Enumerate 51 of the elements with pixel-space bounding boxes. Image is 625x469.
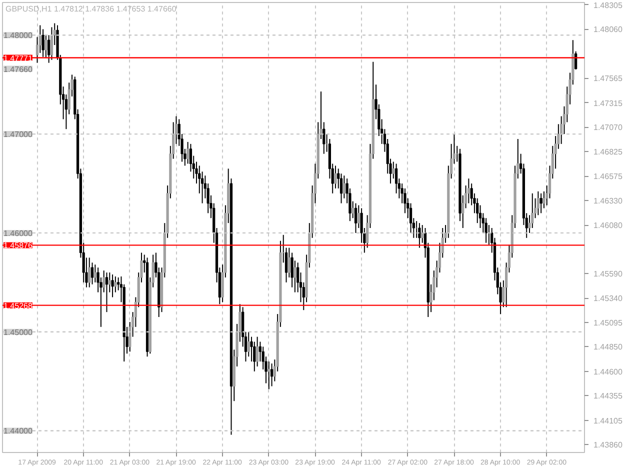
candlestick	[88, 257, 91, 288]
candlestick	[270, 362, 274, 387]
y-tick-label: 1.45095	[594, 318, 623, 328]
y-tick-label: 1.48305	[594, 0, 623, 10]
ref-line-label: 1.47771	[4, 54, 33, 63]
candlestick	[42, 28, 44, 58]
ref-line-label: 1.48000	[4, 31, 33, 40]
candlestick	[268, 361, 270, 390]
y-tick-label: 1.43860	[594, 440, 623, 450]
y-tick-label: 1.45340	[594, 294, 623, 304]
text: 1.47660	[4, 64, 33, 74]
ref-line-label: 1.44000	[4, 426, 33, 436]
candlestick	[334, 165, 337, 189]
y-tick-label: 1.46080	[594, 221, 623, 230]
y-tick-label: 1.46575	[594, 172, 623, 182]
candlestick	[105, 272, 108, 313]
y-tick-label: 1.47070	[594, 123, 623, 132]
candlestick	[540, 192, 542, 214]
y-tick-label: 1.44355	[594, 392, 623, 401]
y-tick-label: 1.45590	[594, 269, 623, 278]
ref-line-label: 1.45000	[4, 328, 33, 337]
y-tick-label: 1.47565	[594, 74, 623, 84]
candlestick	[467, 178, 470, 204]
candlestick	[536, 190, 540, 216]
candlestick	[404, 188, 406, 214]
y-tick-label: 1.44600	[594, 367, 623, 376]
ref-line-label: 1.45268	[4, 301, 33, 310]
ref-line-label: 1.47000	[4, 130, 33, 140]
candlestick	[418, 222, 421, 248]
y-tick-label: 1.44850	[594, 342, 623, 352]
y-tick-label: 1.46330	[594, 196, 623, 206]
candlestick	[253, 341, 256, 372]
candlestick	[111, 274, 114, 298]
candlestick	[108, 272, 111, 293]
candlestick	[256, 336, 259, 367]
chart-title: GBPUSD,H1 1.47812 1.47836 1.47653 1.47660	[6, 4, 177, 14]
candlestick	[44, 34, 48, 58]
candlestick	[114, 276, 117, 293]
candlestick	[247, 331, 250, 358]
candlestick	[90, 262, 94, 285]
y-tick-label: 1.48060	[594, 25, 623, 34]
y-tick-label: 1.44105	[594, 416, 623, 426]
ref-line-label: 1.45876	[4, 241, 33, 250]
candlestick	[294, 260, 296, 293]
candlestick	[476, 198, 479, 224]
candlestick	[94, 264, 96, 283]
candlestick	[50, 26, 54, 60]
ref-line-label: 1.46000	[4, 228, 33, 238]
candlestick	[354, 202, 358, 234]
y-tick-label: 1.47315	[594, 98, 623, 108]
y-tick-label: 1.46825	[594, 147, 623, 156]
